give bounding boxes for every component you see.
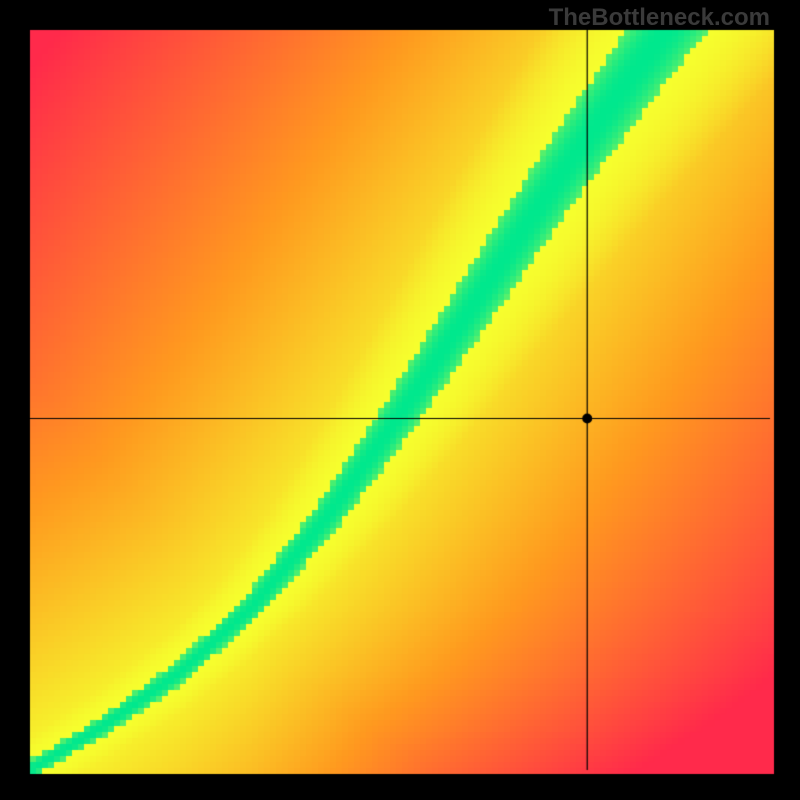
watermark-text: TheBottleneck.com	[549, 4, 770, 32]
heatmap-canvas	[0, 0, 800, 800]
chart-container: TheBottleneck.com	[0, 0, 800, 800]
